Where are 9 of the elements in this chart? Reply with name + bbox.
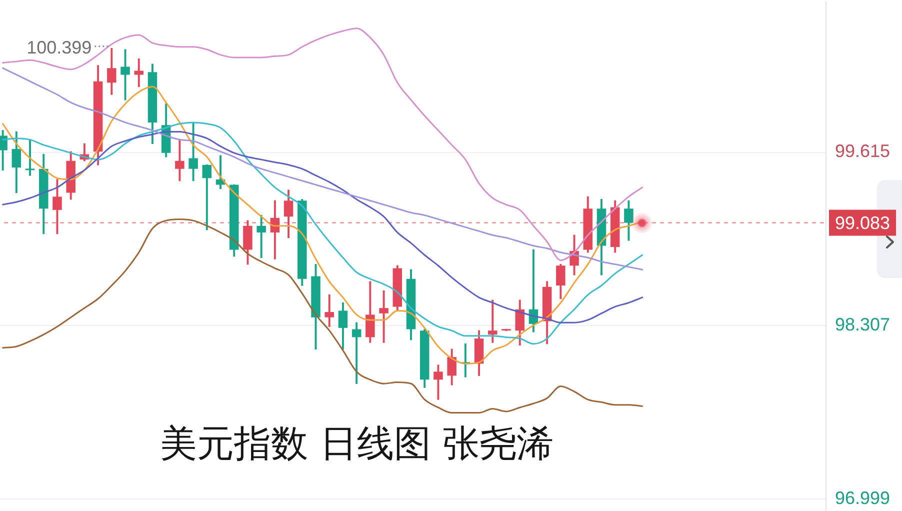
ref-line-label: 99.083 xyxy=(835,212,890,233)
line-series xyxy=(2,218,644,414)
annotation: 100.399 xyxy=(26,37,92,58)
line-series xyxy=(2,67,644,270)
candlestick xyxy=(25,139,35,176)
y-tick-label: 98.307 xyxy=(835,314,890,335)
y-tick-label: 96.999 xyxy=(835,488,890,508)
text: 美元指数 日线图 张尧浠 xyxy=(160,422,554,465)
y-tick-label: 99.615 xyxy=(835,141,890,162)
